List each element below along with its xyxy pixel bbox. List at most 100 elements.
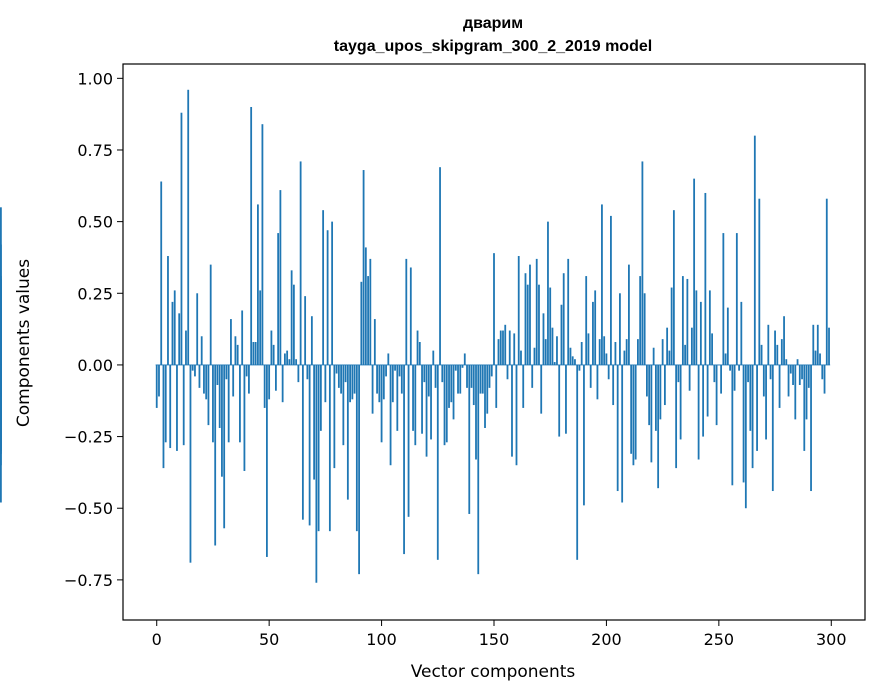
bar-194 [592,301,594,365]
bar-8 [173,290,176,365]
bar-127 [441,364,444,383]
bar-50 [268,364,271,400]
bar-115 [414,364,417,446]
bar-113 [409,267,412,365]
bar-266 [753,135,756,365]
bar-220 [650,364,653,463]
bar-148 [488,364,491,388]
bar-70 [313,364,316,480]
bar-189 [580,342,583,365]
bar-156 [506,364,509,380]
bar-254 [726,307,729,365]
bar-82 [340,364,342,394]
bar-25 [212,364,214,443]
bar-180 [560,304,563,365]
bar-183 [567,258,570,365]
bar-285 [796,359,799,365]
bar-47 [261,124,264,365]
bar-137 [463,353,466,365]
bar-73 [319,364,322,431]
bar-23 [207,364,210,426]
bar-142 [475,364,477,460]
bar-30 [223,364,226,529]
bar-207 [621,364,624,503]
bar-258 [735,233,738,365]
bar-146 [484,364,486,428]
bar-217 [643,293,646,365]
bar-67 [306,364,309,380]
bar-206 [619,293,621,365]
bar-149 [490,364,493,377]
bar-60 [290,270,293,365]
bar-7 [171,301,174,365]
bar-202 [610,215,612,365]
bar-197 [598,339,601,365]
bar-225 [661,339,664,365]
bar-280 [785,359,788,365]
bar-124 [434,364,437,388]
bar-243 [702,364,705,437]
bar-89 [355,364,358,532]
bar-239 [693,178,696,365]
bar-129 [445,364,448,443]
bar-74 [322,210,325,365]
bar-140 [470,364,473,388]
bar-291 [810,364,812,492]
bar-125 [436,364,439,560]
bar-93 [364,247,367,365]
bar-215 [639,276,642,365]
bar-187 [576,364,579,560]
bar-117 [418,342,421,365]
bar-208 [623,350,626,365]
bars-group [0,89,830,583]
bar-0 [155,364,158,408]
bar-223 [657,364,660,489]
bar-107 [396,364,399,431]
bar-166 [529,264,531,365]
bar-171 [540,364,543,414]
x-tick-label: 100 [366,630,397,649]
bar-32 [227,364,230,443]
bar-265 [751,364,754,469]
bar-181 [562,273,565,365]
bar-158 [511,364,513,457]
bar-238 [690,327,693,365]
bar-184 [569,347,572,365]
bar-48 [263,364,266,408]
bar-114 [412,364,414,431]
bar-110 [403,364,405,555]
bar-218 [646,364,648,397]
bar-13 [185,330,187,365]
bar-62 [295,359,298,365]
bar-104 [389,364,392,466]
bar-10 [178,313,181,365]
bar-287 [801,364,803,380]
bar-61 [292,284,295,365]
bar-298 [825,198,828,365]
bar-169 [535,258,538,365]
x-tick-label: 0 [152,630,162,649]
bar-296 [821,364,824,380]
bar-41 [248,364,250,394]
bar-293 [814,350,817,365]
bar-26 [214,364,217,546]
bar-88 [353,364,356,394]
bar-11 [180,112,183,365]
bar-221 [652,347,655,365]
bar-87 [351,364,354,400]
bar-55 [279,190,282,365]
bar-246 [708,290,711,365]
bar-277 [778,364,781,408]
bar-34 [232,364,235,397]
bar-168 [533,347,536,365]
y-tick-label: −0.50 [64,499,113,518]
y-tick-label: 0.25 [77,284,113,303]
bar-92 [362,170,365,365]
bar-118 [421,364,423,434]
bar-121 [427,364,430,397]
bar-230 [672,210,675,365]
bar-120 [425,364,428,457]
y-tick-label: 0.00 [77,356,113,375]
bar-83 [342,364,345,446]
bar-45 [257,204,259,365]
